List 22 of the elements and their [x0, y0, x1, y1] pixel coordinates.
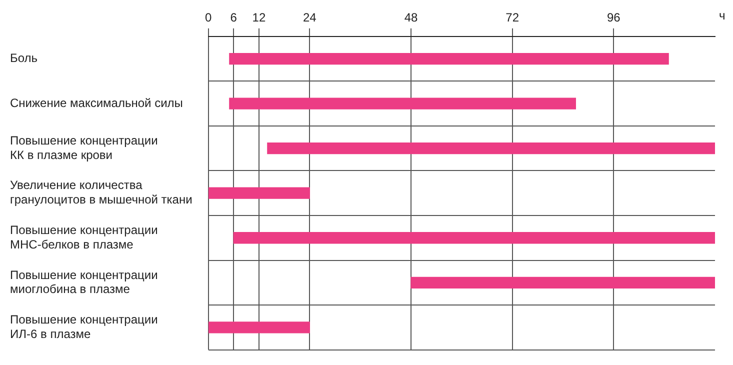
y-tick-label: Повышение концентрации МНС-белков в плазме — [10, 222, 158, 252]
x-tick-label: 96 — [606, 10, 621, 25]
bar — [267, 142, 715, 154]
y-tick-label: Повышение концентрации миоглобина в плазме — [10, 268, 158, 296]
x-axis-title: ч — [719, 8, 726, 22]
bar — [229, 98, 576, 110]
x-tick-label: 24 — [302, 10, 317, 25]
bar — [208, 187, 310, 199]
x-tick-label: 12 — [252, 10, 266, 25]
bar — [233, 232, 715, 244]
y-tick-label: Повышение концентрации ИЛ-6 в плазме — [10, 312, 158, 341]
bar — [208, 322, 310, 334]
y-tick-label: Боль — [10, 51, 38, 66]
y-tick-label: Повышение концентрации КК в плазме крови — [10, 133, 158, 162]
y-tick-label: Снижение максимальной силы — [10, 96, 183, 110]
y-tick-label: Увеличение количества гранулоцитов в мышечной ткани — [10, 178, 192, 207]
bar — [410, 276, 715, 288]
bar — [229, 52, 669, 65]
x-tick-label: 6 — [230, 10, 238, 25]
x-tick-label: 48 — [404, 10, 418, 25]
x-tick-label: 72 — [506, 10, 520, 25]
x-tick-label: 0 — [204, 10, 212, 25]
